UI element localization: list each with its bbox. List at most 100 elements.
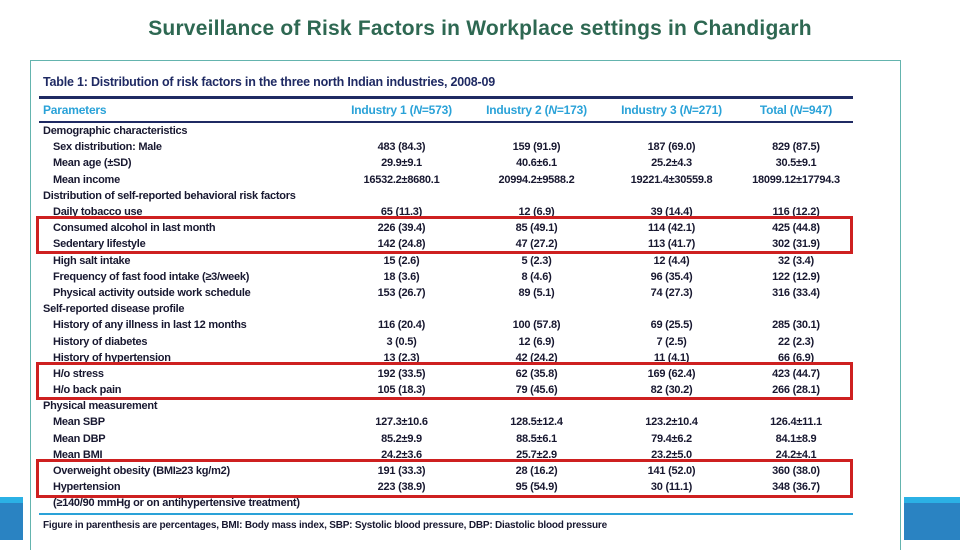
table-row: (≥140/90 mmHg or on antihypertensive tre… xyxy=(39,495,853,511)
row-value: 84.1±8.9 xyxy=(775,432,817,445)
column-header-industry-3: Industry 3 (N=271) xyxy=(621,103,722,117)
row-value: 47 (27.2) xyxy=(515,238,558,251)
row-value: 105 (18.3) xyxy=(377,384,426,397)
row-value: 223 (38.9) xyxy=(377,481,426,494)
table-row: H/o stress 192 (33.5) 62 (35.8) 169 (62.4) 4… xyxy=(39,366,853,382)
table-row: Self-reported disease profile xyxy=(39,301,853,317)
row-value: 32 (3.4) xyxy=(778,254,814,267)
row-value: 30.5±9.1 xyxy=(775,157,817,170)
table-panel: Table 1: Distribution of risk factors in… xyxy=(30,60,901,550)
row-value: 12 (6.9) xyxy=(518,335,555,348)
row-label: Distribution of self-reported behavioral… xyxy=(43,189,296,202)
row-value: 20994.2±9588.2 xyxy=(498,173,575,186)
row-value: 266 (28.1) xyxy=(772,384,820,397)
table-row: Frequency of fast food intake (≥3/week) 1… xyxy=(39,269,853,285)
row-value: 116 (12.2) xyxy=(772,206,820,219)
row-value: 123.2±10.4 xyxy=(645,416,698,429)
table-row: Distribution of self-reported behavioral… xyxy=(39,188,853,204)
row-value: 85 (49.1) xyxy=(515,222,558,235)
row-value: 127.3±10.6 xyxy=(375,416,428,429)
row-value: 192 (33.5) xyxy=(377,367,426,380)
row-value: 25.2±4.3 xyxy=(651,157,692,170)
row-value: 829 (87.5) xyxy=(772,141,820,154)
row-value: 69 (25.5) xyxy=(650,319,693,332)
row-label: High salt intake xyxy=(53,254,131,267)
row-value: 159 (91.9) xyxy=(512,141,561,154)
divider-under-title xyxy=(39,96,853,99)
row-value: 96 (35.4) xyxy=(650,270,693,283)
row-label: Physical activity outside work schedule xyxy=(53,286,251,299)
table-row: History of diabetes 3 (0.5) 12 (6.9) 7 (2.5… xyxy=(39,333,853,349)
row-label: Self-reported disease profile xyxy=(43,303,185,316)
bottom-bar-left xyxy=(0,497,23,540)
table-row: Daily tobacco use 65 (11.3) 12 (6.9) 39 (14… xyxy=(39,204,853,220)
column-header-total: Total (N=947) xyxy=(759,103,833,117)
row-value: 187 (69.0) xyxy=(647,141,696,154)
row-label: Physical measurement xyxy=(43,400,158,413)
row-value: 82 (30.2) xyxy=(650,384,693,397)
row-value: 65 (11.3) xyxy=(380,206,423,219)
row-value: 116 (20.4) xyxy=(377,319,426,332)
row-label: Demographic characteristics xyxy=(43,125,188,138)
row-label: History of any illness in last 12 months xyxy=(53,319,247,332)
table-row: Mean DBP 85.2±9.9 88.5±6.1 79.4±6.2 84.1±8.9 xyxy=(39,431,853,447)
table-row: Consumed alcohol in last month 226 (39.4)… xyxy=(39,220,853,236)
table-row: Mean income 16532.2±8680.1 20994.2±9588.2 1… xyxy=(39,172,853,188)
table-row: H/o back pain 105 (18.3) 79 (45.6) 82 (30.2… xyxy=(39,382,853,398)
table-row: Mean BMI 24.2±3.6 25.7±2.9 23.2±5.0 24.2±4.1 xyxy=(39,447,853,463)
row-value: 12 (4.4) xyxy=(653,254,690,267)
row-value: 316 (33.4) xyxy=(772,286,820,299)
row-label: Mean BMI xyxy=(53,448,103,461)
row-label: History of diabetes xyxy=(53,335,148,348)
row-label: (≥140/90 mmHg or on antihypertensive tre… xyxy=(53,497,300,510)
table-row: History of hypertension 13 (2.3) 42 (24.2)… xyxy=(39,350,853,366)
table-row: Hypertension 223 (38.9) 95 (54.9) 30 (11.1)… xyxy=(39,479,853,495)
row-value: 85.2±9.9 xyxy=(381,432,422,445)
row-value: 39 (14.4) xyxy=(650,206,693,219)
column-header-parameters: Parameters xyxy=(43,103,107,117)
row-label: Sex distribution: Male xyxy=(53,141,162,154)
row-value: 15 (2.6) xyxy=(383,254,420,267)
bottom-bar-right-stripe xyxy=(904,497,960,503)
row-value: 348 (36.7) xyxy=(772,481,820,494)
row-label: Overweight obesity (BMI≥23 kg/m2) xyxy=(53,465,230,478)
row-value: 30 (11.1) xyxy=(650,481,693,494)
row-value: 19221.4±30559.8 xyxy=(630,173,713,186)
row-value: 12 (6.9) xyxy=(518,206,555,219)
row-label: Frequency of fast food intake (≥3/week) xyxy=(53,270,250,283)
bottom-bar-left-stripe xyxy=(0,497,23,503)
row-value: 18099.12±17794.3 xyxy=(752,173,840,186)
row-value: 18 (3.6) xyxy=(383,270,420,283)
row-value: 425 (44.8) xyxy=(772,222,820,235)
table-row: Physical measurement xyxy=(39,398,853,414)
row-label: Daily tobacco use xyxy=(53,206,143,219)
divider-above-footnote xyxy=(39,513,853,515)
table-row: Overweight obesity (BMI≥23 kg/m2) 191 (33… xyxy=(39,463,853,479)
column-header-industry-2: Industry 2 (N=173) xyxy=(486,103,587,117)
table-row: Physical activity outside work schedule 1… xyxy=(39,285,853,301)
row-label: Mean SBP xyxy=(53,416,105,429)
row-value: 95 (54.9) xyxy=(515,481,558,494)
row-value: 100 (57.8) xyxy=(512,319,561,332)
row-value: 7 (2.5) xyxy=(656,335,687,348)
row-label: Mean income xyxy=(53,173,120,186)
bottom-bar-right xyxy=(904,497,960,540)
row-value: 483 (84.3) xyxy=(377,141,426,154)
row-value: 360 (38.0) xyxy=(772,465,820,478)
table-body: Demographic characteristics Sex distribut… xyxy=(39,123,853,512)
row-label: Mean DBP xyxy=(53,432,106,445)
row-label: Sedentary lifestyle xyxy=(53,238,146,251)
row-label: Hypertension xyxy=(53,481,121,494)
row-value: 25.7±2.9 xyxy=(516,448,557,461)
row-label: Mean age (±SD) xyxy=(53,157,132,170)
divider-under-header xyxy=(39,121,853,123)
table-row: Sex distribution: Male 483 (84.3) 159 (91.… xyxy=(39,139,853,155)
row-value: 114 (42.1) xyxy=(647,222,696,235)
table-header-row: Parameters Industry 1 (N=573) Industry 2… xyxy=(39,100,853,120)
table-row: High salt intake 15 (2.6) 5 (2.3) 12 (4.4) 3… xyxy=(39,253,853,269)
row-value: 16532.2±8680.1 xyxy=(363,173,440,186)
row-value: 141 (52.0) xyxy=(647,465,696,478)
row-value: 28 (16.2) xyxy=(515,465,558,478)
row-value: 153 (26.7) xyxy=(377,286,426,299)
row-value: 226 (39.4) xyxy=(377,222,426,235)
